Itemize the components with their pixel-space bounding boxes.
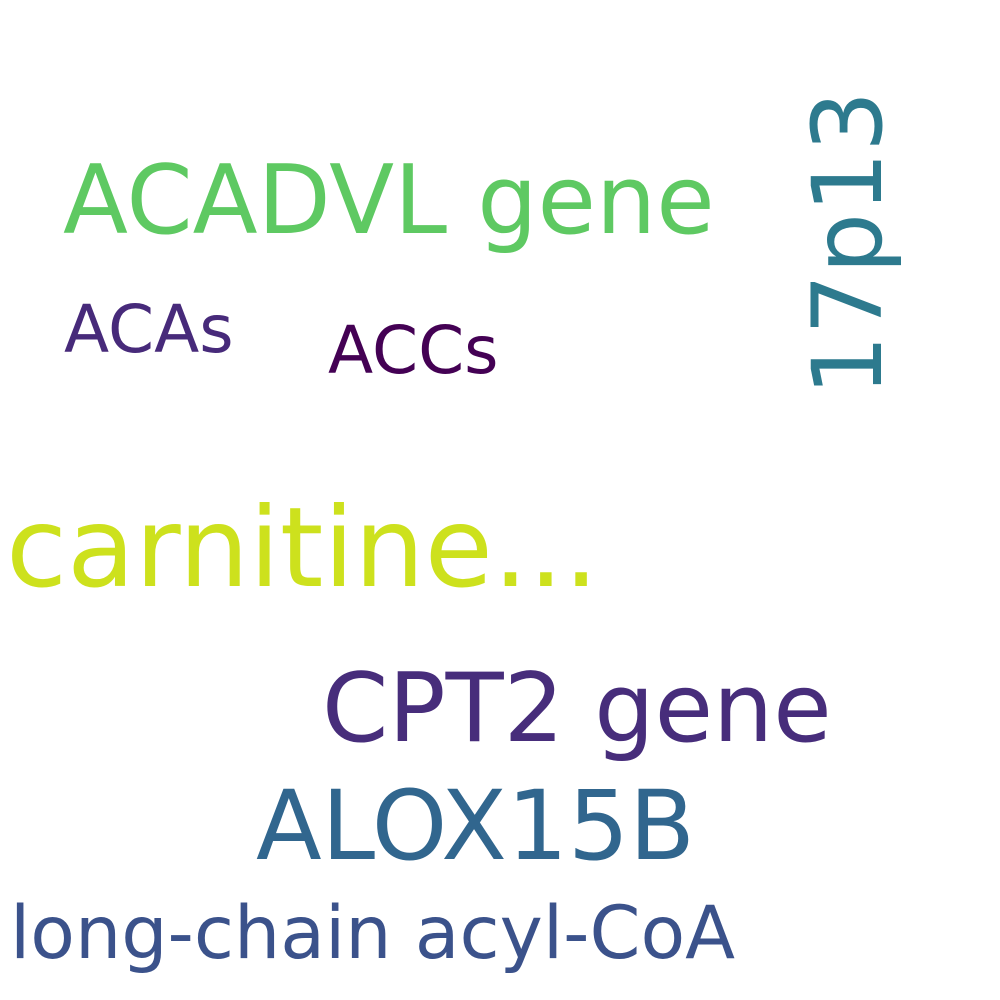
word-17p13: 17p13 <box>792 90 904 396</box>
word-long-chain-acyl-coa: long-chain acyl-CoA <box>10 891 736 976</box>
word-carnitine: carnitine... <box>6 484 599 613</box>
word-cpt2-gene: CPT2 gene <box>322 654 832 764</box>
word-acas: ACAs <box>64 291 234 368</box>
word-alox15b: ALOX15B <box>256 770 695 882</box>
word-acadvl-gene: ACADVL gene <box>63 146 715 256</box>
word-accs: ACCs <box>328 312 499 389</box>
